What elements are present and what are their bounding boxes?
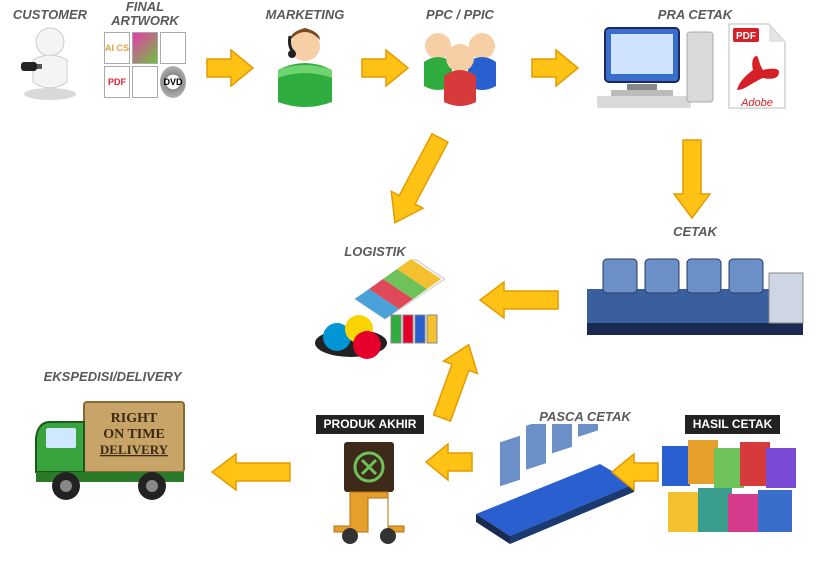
marketing-icon	[260, 22, 350, 107]
customer-icon	[15, 22, 85, 102]
svg-text:ON TIME: ON TIME	[103, 427, 165, 442]
svg-text:PDF: PDF	[736, 31, 756, 42]
arrow-produk-ekspedisi	[212, 454, 290, 490]
produk-akhir-icon	[320, 438, 420, 548]
arrow-pracetak-cetak	[674, 140, 710, 218]
svg-text:DELIVERY: DELIVERY	[99, 442, 168, 457]
node-ppc-label: PPC / PPIC	[426, 8, 494, 22]
node-ekspedisi-label: EKSPEDISI/DELIVERY	[44, 370, 182, 384]
node-pasca-cetak-label: PASCA CETAK	[539, 410, 630, 424]
node-customer-label: CUSTOMER	[13, 8, 87, 22]
final-artwork-icon: AI CS PDF DVD	[97, 31, 193, 99]
node-marketing: MARKETING	[250, 8, 360, 107]
node-final-artwork: FINAL ARTWORK AI CS PDF DVD	[95, 0, 195, 99]
node-produk-akhir-label: PRODUK AKHIR	[316, 415, 425, 434]
node-marketing-label: MARKETING	[266, 8, 345, 22]
node-produk-akhir: PRODUK AKHIR	[310, 415, 430, 548]
arrow-ppc-pracetak	[532, 50, 578, 86]
cetak-icon	[583, 239, 808, 339]
node-customer: CUSTOMER	[10, 8, 90, 102]
arrow-cetak-logistik	[480, 282, 558, 318]
arrow-artwork-marketing	[207, 50, 253, 86]
node-pasca-cetak: PASCA CETAK	[470, 410, 640, 544]
logistik-icon	[305, 259, 445, 359]
node-final-artwork-label: FINAL ARTWORK	[111, 0, 179, 29]
node-pra-cetak: PRA CETAK PDF Adobe	[585, 8, 805, 112]
node-ppc: PPC / PPIC	[395, 8, 525, 107]
pdf-icon: PDF Adobe	[723, 22, 793, 112]
node-cetak-label: CETAK	[673, 225, 717, 239]
node-hasil-cetak: HASIL CETAK	[655, 415, 810, 538]
ppc-icon	[400, 22, 520, 107]
ekspedisi-icon: RIGHT ON TIME DELIVERY	[28, 388, 198, 508]
svg-text:Adobe: Adobe	[740, 97, 773, 109]
node-logistik: LOGISTIK	[300, 245, 450, 359]
pra-cetak-icon: PDF Adobe	[590, 22, 800, 112]
node-ekspedisi: EKSPEDISI/DELIVERY RIGHT ON TIME DELIVER…	[25, 370, 200, 508]
node-hasil-cetak-label: HASIL CETAK	[685, 415, 781, 434]
hasil-cetak-icon	[658, 438, 808, 538]
node-pra-cetak-label: PRA CETAK	[658, 8, 732, 22]
arrow-ppc-logistik	[379, 130, 456, 232]
svg-text:RIGHT: RIGHT	[110, 411, 157, 426]
arrow-pasca-produk	[426, 444, 472, 480]
pasca-cetak-icon	[470, 424, 640, 544]
node-cetak: CETAK	[580, 225, 810, 339]
node-logistik-label: LOGISTIK	[344, 245, 405, 259]
